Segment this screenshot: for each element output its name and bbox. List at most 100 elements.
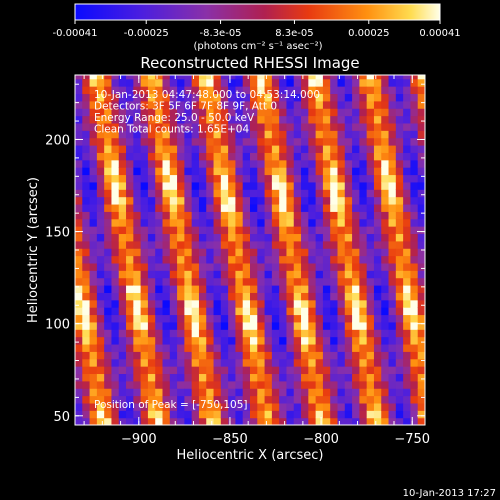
- heatmap-cell: [191, 152, 200, 161]
- heatmap-cell: [82, 358, 91, 367]
- heatmap-cell: [235, 93, 244, 102]
- heatmap-cell: [373, 277, 382, 286]
- heatmap-cell: [417, 402, 425, 411]
- heatmap-cell: [140, 159, 149, 168]
- heatmap-cell: [322, 233, 331, 242]
- heatmap-cell: [191, 395, 200, 404]
- heatmap-cell: [104, 86, 113, 95]
- heatmap-cell: [184, 329, 193, 338]
- heatmap-cell: [257, 248, 266, 257]
- heatmap-cell: [96, 248, 105, 257]
- heatmap-cell: [184, 233, 193, 242]
- heatmap-cell: [286, 329, 295, 338]
- heatmap-cell: [344, 336, 353, 345]
- heatmap-cell: [337, 351, 346, 360]
- heatmap-cell: [301, 380, 309, 389]
- heatmap-cell: [301, 366, 309, 375]
- heatmap-cell: [126, 270, 134, 279]
- heatmap-cell: [381, 93, 390, 102]
- heatmap-cell: [286, 189, 295, 198]
- heatmap-cell: [75, 285, 83, 293]
- heatmap-cell: [147, 159, 156, 168]
- heatmap-cell: [250, 255, 258, 264]
- heatmap-cell: [75, 226, 83, 235]
- heatmap-cell: [147, 270, 156, 279]
- heatmap-cell: [344, 78, 353, 87]
- heatmap-cell: [89, 100, 98, 109]
- heatmap-cell: [417, 203, 425, 212]
- heatmap-cell: [293, 402, 302, 411]
- heatmap-cell: [279, 388, 288, 397]
- colorbar-tick-label: -0.00041: [53, 28, 98, 39]
- heatmap-cell: [279, 152, 288, 161]
- heatmap-cell: [322, 93, 331, 102]
- heatmap-cell: [322, 395, 331, 404]
- heatmap-cell: [359, 314, 368, 323]
- heatmap-cell: [235, 395, 244, 404]
- heatmap-cell: [359, 93, 368, 102]
- heatmap-cell: [89, 329, 98, 338]
- heatmap-cell: [104, 285, 113, 293]
- heatmap-cell: [242, 410, 251, 419]
- heatmap-cell: [147, 152, 156, 161]
- heatmap-cell: [111, 277, 120, 286]
- heatmap-cell: [293, 174, 302, 183]
- heatmap-cell: [242, 152, 251, 161]
- colorbar-tick-label: -8.3e-05: [200, 28, 242, 39]
- heatmap-cell: [118, 285, 127, 293]
- heatmap-cell: [184, 93, 193, 102]
- heatmap-cell: [359, 395, 368, 404]
- heatmap-cell: [126, 152, 134, 161]
- heatmap-cell: [104, 358, 113, 367]
- heatmap-cell: [133, 329, 142, 338]
- heatmap-cell: [82, 130, 91, 139]
- heatmap-cell: [359, 277, 368, 286]
- heatmap-cell: [337, 240, 346, 249]
- heatmap-cell: [242, 211, 251, 220]
- heatmap-cell: [82, 277, 91, 286]
- heatmap-cell: [89, 122, 98, 131]
- heatmap-cell: [264, 181, 273, 190]
- heatmap-cell: [213, 321, 222, 330]
- heatmap-cell: [417, 100, 425, 109]
- heatmap-cell: [373, 137, 382, 146]
- heatmap-cell: [403, 402, 412, 411]
- heatmap-cell: [250, 100, 258, 109]
- heatmap-cell: [206, 395, 215, 404]
- heatmap-cell: [257, 351, 266, 360]
- heatmap-cell: [169, 329, 178, 338]
- heatmap-cell: [118, 218, 127, 227]
- heatmap-cell: [403, 181, 412, 190]
- heatmap-cell: [104, 108, 113, 117]
- heatmap-cell: [395, 122, 404, 131]
- heatmap-cell: [417, 174, 425, 183]
- heatmap-cell: [417, 299, 425, 308]
- heatmap-cell: [191, 314, 200, 323]
- heatmap-cell: [155, 78, 164, 87]
- heatmap-cell: [308, 277, 317, 286]
- heatmap-cell: [359, 307, 368, 316]
- heatmap-cell: [184, 152, 193, 161]
- heatmap-cell: [242, 307, 251, 316]
- heatmap-cell: [286, 174, 295, 183]
- heatmap-cell: [359, 189, 368, 198]
- heatmap-cell: [111, 329, 120, 338]
- heatmap-cell: [337, 145, 346, 153]
- heatmap-cell: [220, 218, 229, 227]
- heatmap-cell: [228, 211, 237, 220]
- heatmap-cell: [133, 358, 142, 367]
- heatmap-cell: [75, 262, 83, 271]
- heatmap-cell: [359, 218, 368, 227]
- heatmap-cell: [191, 137, 200, 146]
- heatmap-cell: [395, 343, 404, 352]
- heatmap-cell: [198, 321, 207, 330]
- heatmap-cell: [330, 262, 339, 271]
- heatmap-cell: [359, 373, 368, 382]
- heatmap-cell: [293, 343, 302, 352]
- heatmap-cell: [322, 240, 331, 249]
- heatmap-cell: [271, 181, 280, 190]
- heatmap-cell: [257, 358, 266, 367]
- heatmap-cell: [191, 380, 200, 389]
- heatmap-cell: [271, 86, 280, 95]
- heatmap-cell: [410, 314, 419, 323]
